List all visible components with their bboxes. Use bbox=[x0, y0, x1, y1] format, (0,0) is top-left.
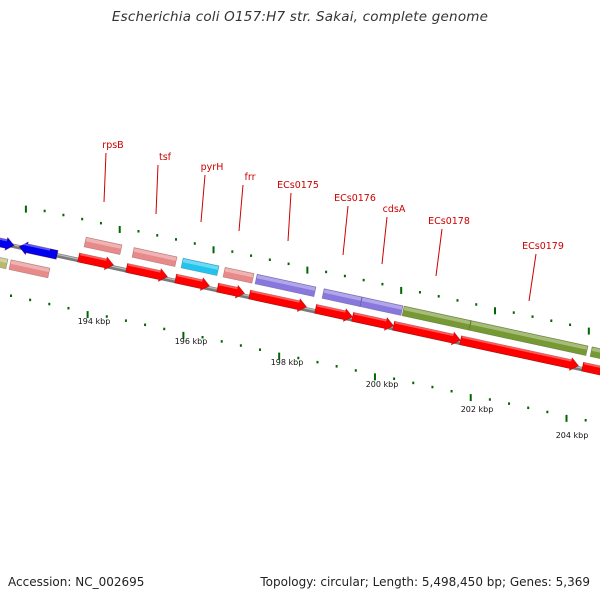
gene-callout-ECs0175: ECs0175 bbox=[277, 180, 319, 242]
gene-callout-ECs0176: ECs0176 bbox=[334, 193, 376, 256]
cds-arrow-cdsA bbox=[351, 312, 394, 331]
gene-callout-pyrH: pyrH bbox=[200, 162, 224, 223]
gene-arrow-left-blue-2 bbox=[18, 241, 59, 260]
gene-label-ECs0176: ECs0176 bbox=[334, 193, 376, 204]
gene-callout-frr: frr bbox=[238, 172, 256, 232]
gene-feature-left-khaki bbox=[0, 253, 9, 270]
gene-arrow-left-blue-1 bbox=[0, 235, 15, 251]
gene-label-pyrH: pyrH bbox=[201, 162, 224, 173]
callout-line bbox=[287, 192, 292, 242]
callout-line bbox=[342, 205, 349, 256]
kbp-label: 202 kbp bbox=[461, 405, 494, 414]
gene-callouts: rpsB tsf pyrH frr ECs0175 ECs0176 cdsA ECs0178 E… bbox=[102, 140, 564, 302]
cds-arrow-frr bbox=[216, 282, 245, 299]
gene-callout-ECs0179: ECs0179 bbox=[522, 241, 564, 302]
gene-feature-pyrH bbox=[180, 257, 220, 277]
gene-feature-ECs0179 bbox=[468, 320, 589, 356]
accession-text: Accession: NC_002695 bbox=[8, 575, 145, 589]
gene-feature-tsf bbox=[131, 247, 178, 267]
map-title: Escherichia coli O157:H7 str. Sakai, com… bbox=[111, 9, 489, 25]
upper-tick-row bbox=[24, 205, 590, 335]
callout-line bbox=[528, 253, 537, 302]
callout-line bbox=[103, 152, 107, 203]
callout-line bbox=[200, 174, 206, 223]
gene-label-ECs0179: ECs0179 bbox=[522, 241, 564, 252]
kbp-label: 196 kbp bbox=[175, 337, 208, 346]
callout-line bbox=[155, 164, 159, 215]
gene-label-tsf: tsf bbox=[159, 152, 172, 163]
gene-label-ECs0178: ECs0178 bbox=[428, 216, 470, 227]
cds-arrow-pyrH bbox=[174, 273, 210, 292]
gene-callout-ECs0178: ECs0178 bbox=[428, 216, 470, 277]
cds-arrow-ECs0176 bbox=[314, 304, 353, 323]
callout-line bbox=[238, 184, 244, 232]
cds-arrow-ECs0178 bbox=[392, 320, 461, 346]
gene-label-cdsA: cdsA bbox=[383, 204, 406, 215]
cds-arrow-next bbox=[581, 361, 600, 381]
gene-feature-ECs0175 bbox=[254, 273, 317, 298]
gene-feature-cdsA bbox=[359, 296, 404, 316]
kbp-label: 198 kbp bbox=[271, 358, 304, 367]
gene-feature-left-pink bbox=[8, 259, 51, 279]
gene-label-rpsB: rpsB bbox=[102, 140, 123, 151]
callout-line bbox=[435, 228, 443, 277]
gene-callout-rpsB: rpsB bbox=[102, 140, 124, 203]
tick-rows bbox=[9, 205, 590, 422]
genome-summary-text: Topology: circular; Length: 5,498,450 bp… bbox=[260, 575, 590, 589]
kbp-label: 204 kbp bbox=[556, 431, 589, 440]
kbp-label: 194 kbp bbox=[78, 317, 111, 326]
gene-feature-ECs0178 bbox=[401, 305, 472, 331]
scale-labels: 194 kbp 196 kbp 198 kbp 200 kbp 202 kbp 204 k… bbox=[78, 317, 589, 440]
gene-feature-rpsB bbox=[83, 236, 123, 256]
gene-callout-tsf: tsf bbox=[155, 152, 172, 215]
cds-arrow-ECs0179 bbox=[459, 335, 579, 372]
cds-arrow-rpsB bbox=[77, 252, 114, 271]
callout-line bbox=[381, 216, 388, 265]
gene-label-ECs0175: ECs0175 bbox=[277, 180, 319, 191]
gene-feature-frr bbox=[222, 266, 255, 284]
lower-tick-row bbox=[9, 294, 587, 422]
gene-callout-cdsA: cdsA bbox=[381, 204, 406, 265]
gene-feature-ECs0176 bbox=[321, 288, 363, 308]
cds-arrow-tsf bbox=[125, 263, 168, 282]
feature-tracks bbox=[0, 235, 600, 381]
gene-feature-next bbox=[589, 346, 600, 365]
gene-label-frr: frr bbox=[245, 172, 256, 183]
cds-arrow-ECs0175 bbox=[248, 289, 307, 313]
kbp-label: 200 kbp bbox=[366, 380, 399, 389]
